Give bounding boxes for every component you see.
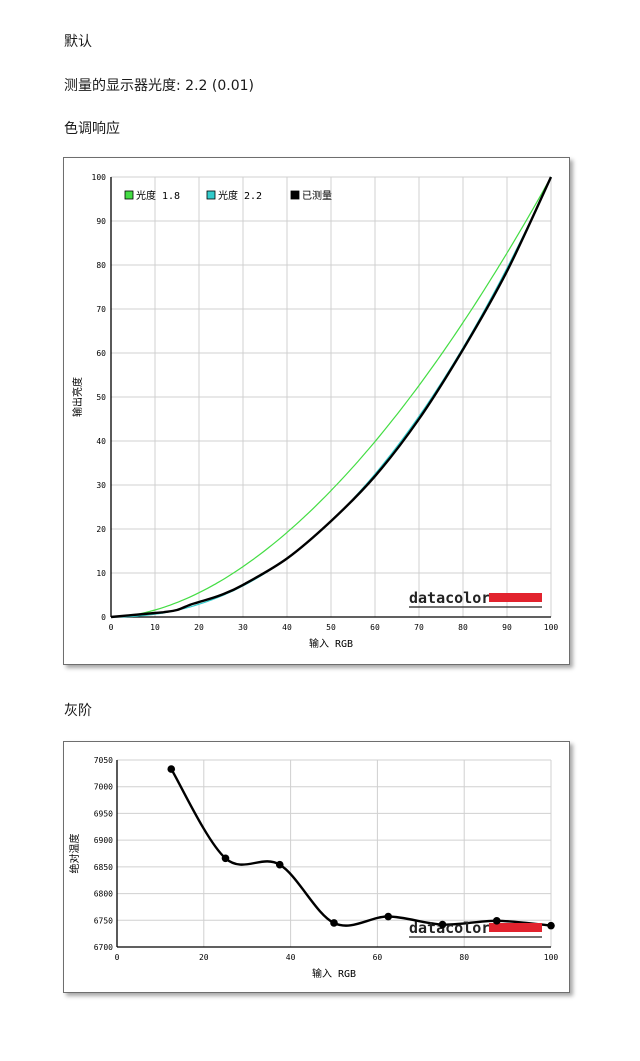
data-point <box>492 917 501 925</box>
legend-swatch-1 <box>124 190 134 200</box>
y-axis-label: 绝对温度 <box>68 834 81 874</box>
legend-label-3: 已测量 <box>302 189 332 202</box>
series-line-1 <box>170 768 552 927</box>
x-tick-label: 0 <box>115 953 120 962</box>
x-axis-label: 输入 RGB <box>309 637 353 650</box>
y-tick-label: 6950 <box>94 809 113 818</box>
y-tick-label: 10 <box>96 569 106 578</box>
x-tick-label: 60 <box>373 953 383 962</box>
data-point <box>275 860 284 869</box>
y-tick-label: 6850 <box>94 863 113 872</box>
x-tick-label: 0 <box>109 623 114 632</box>
data-point <box>547 921 555 930</box>
y-tick-label: 6900 <box>94 836 113 845</box>
series-line-3 <box>110 176 553 619</box>
data-point <box>221 854 230 863</box>
measured-gamma-text: 测量的显示器光度: 2.2 (0.01) <box>64 78 254 94</box>
datacolor-logo-bar <box>489 923 542 932</box>
datacolor-logo-text: datacolor <box>409 919 490 937</box>
tone-response-chart-frame: 0 10 20 30 40 50 60 70 80 90 100 0 10 20 30 40 50 60 70 80 9… <box>63 157 570 665</box>
legend-swatch-2 <box>206 190 216 200</box>
x-tick-label: 100 <box>544 953 559 962</box>
grayscale-chart: 0 20 40 60 80 100 6700 6750 6800 6850 6900 6950 7000… <box>68 756 559 980</box>
y-tick-label: 80 <box>96 261 106 270</box>
x-tick-label: 30 <box>238 623 248 632</box>
y-tick-label: 0 <box>101 613 106 622</box>
y-tick-label: 50 <box>96 393 106 402</box>
legend-label-1: 光度 1.8 <box>136 189 180 202</box>
x-tick-label: 60 <box>370 623 380 632</box>
x-tick-label: 50 <box>326 623 336 632</box>
tone-response-chart: 0 10 20 30 40 50 60 70 80 90 100 0 10 20 30 40 50 60 70 80 9… <box>71 173 559 650</box>
grayscale-chart-frame: 0 20 40 60 80 100 6700 6750 6800 6850 6900 6950 7000… <box>63 741 570 993</box>
series-line-1 <box>110 176 552 618</box>
y-tick-label: 70 <box>96 305 106 314</box>
y-tick-label: 40 <box>96 437 106 446</box>
y-tick-label: 7000 <box>94 783 113 792</box>
y-tick-label: 6700 <box>94 943 113 952</box>
x-tick-label: 20 <box>194 623 204 632</box>
x-tick-label: 80 <box>459 953 469 962</box>
y-tick-label: 6800 <box>94 890 113 899</box>
y-tick-label: 20 <box>96 525 106 534</box>
datacolor-logo-text: datacolor <box>409 589 490 607</box>
y-tick-label: 7050 <box>94 756 113 765</box>
datacolor-logo-bar <box>489 593 542 602</box>
y-tick-label: 30 <box>96 481 106 490</box>
x-tick-label: 20 <box>199 953 209 962</box>
data-point <box>167 765 176 773</box>
x-tick-label: 100 <box>544 623 559 632</box>
x-axis-label: 输入 RGB <box>312 967 356 980</box>
x-tick-label: 80 <box>458 623 468 632</box>
data-point <box>384 912 393 921</box>
y-tick-label: 6750 <box>94 916 113 925</box>
tone-response-heading: 色调响应 <box>64 121 120 137</box>
y-tick-label: 60 <box>96 349 106 358</box>
data-point <box>438 920 447 929</box>
legend-label-2: 光度 2.2 <box>218 189 262 202</box>
y-tick-label: 100 <box>92 173 107 182</box>
mode-heading: 默认 <box>64 34 92 50</box>
grayscale-heading: 灰阶 <box>64 703 92 719</box>
y-axis-label: 输出亮度 <box>71 377 84 417</box>
x-tick-label: 10 <box>150 623 160 632</box>
legend-swatch-3 <box>290 190 300 200</box>
x-tick-label: 40 <box>282 623 292 632</box>
x-tick-label: 40 <box>286 953 296 962</box>
y-tick-label: 90 <box>96 217 106 226</box>
data-point <box>330 919 338 927</box>
x-tick-label: 90 <box>502 623 512 632</box>
x-tick-label: 70 <box>414 623 424 632</box>
